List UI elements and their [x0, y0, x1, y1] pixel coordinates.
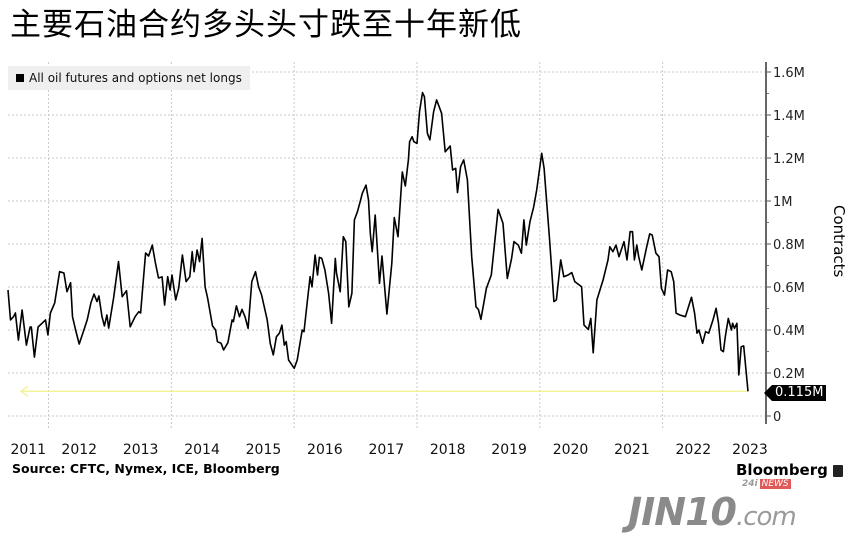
x-tick-label: 2016: [307, 442, 343, 458]
x-tick-label: 2020: [553, 442, 589, 458]
y-tick-label: 0.4M: [773, 324, 805, 339]
y-tick-label: 0.6M: [773, 281, 805, 296]
y-axis: 0 0.2M 0.4M 0.6M 0.8M 1M 1.2M 1.4M 1.6M: [765, 62, 805, 425]
x-tick-label: 2012: [61, 442, 97, 458]
x-tick-label: 2023: [732, 442, 768, 458]
x-tick-label: 2015: [246, 442, 282, 458]
last-value-pointer: [764, 385, 772, 401]
series-line-net-longs: [7, 91, 749, 392]
y-tick-label: 1.6M: [773, 66, 805, 81]
x-tick-label: 2019: [491, 442, 527, 458]
watermark-badge-prefix: 24i: [742, 479, 758, 489]
last-value-label: 0.115M: [772, 385, 827, 401]
legend-swatch: [16, 74, 24, 82]
source-note: Source: CFTC, Nymex, ICE, Bloomberg: [12, 461, 280, 476]
x-tick-label: 2022: [676, 442, 712, 458]
x-tick-label: 2011: [10, 442, 46, 458]
y-tick-label: 1.2M: [773, 152, 805, 167]
last-value-line: [19, 385, 748, 397]
jin10-watermark: JIN10.com: [628, 490, 797, 537]
x-tick-label: 2021: [614, 442, 650, 458]
x-axis: 2011 2012 2013 2014 2015 2016 2017 2018 2019 2020…: [10, 442, 767, 458]
terminal-icon: [832, 464, 843, 477]
y-tick-label: 0: [773, 410, 781, 425]
legend-label: All oil futures and options net longs: [29, 71, 242, 85]
x-tick-label: 2013: [123, 442, 159, 458]
chart-title: 主要石油合约多头头寸跌至十年新低: [10, 7, 522, 43]
y-tick-label: 1M: [773, 195, 793, 210]
y-axis-label: Contracts: [830, 205, 848, 278]
gridlines: [8, 62, 766, 430]
arrow-left-icon: [19, 385, 29, 397]
watermark-suffix: .com: [735, 502, 797, 532]
y-tick-label: 1.4M: [773, 109, 805, 124]
legend: All oil futures and options net longs: [8, 66, 250, 90]
x-tick-label: 2014: [184, 442, 220, 458]
x-tick-label: 2018: [430, 442, 466, 458]
watermark-badge-text: NEWS: [759, 479, 791, 489]
bloomberg-logo: Bloomberg: [736, 462, 843, 479]
y-tick-label: 0.8M: [773, 238, 805, 253]
y-tick-label: 0.2M: [773, 367, 805, 382]
watermark-badge: 24i NEWS: [742, 479, 791, 490]
brand-text: Bloomberg: [736, 461, 828, 479]
x-tick-label: 2017: [368, 442, 404, 458]
watermark-main: JIN10: [628, 490, 737, 534]
